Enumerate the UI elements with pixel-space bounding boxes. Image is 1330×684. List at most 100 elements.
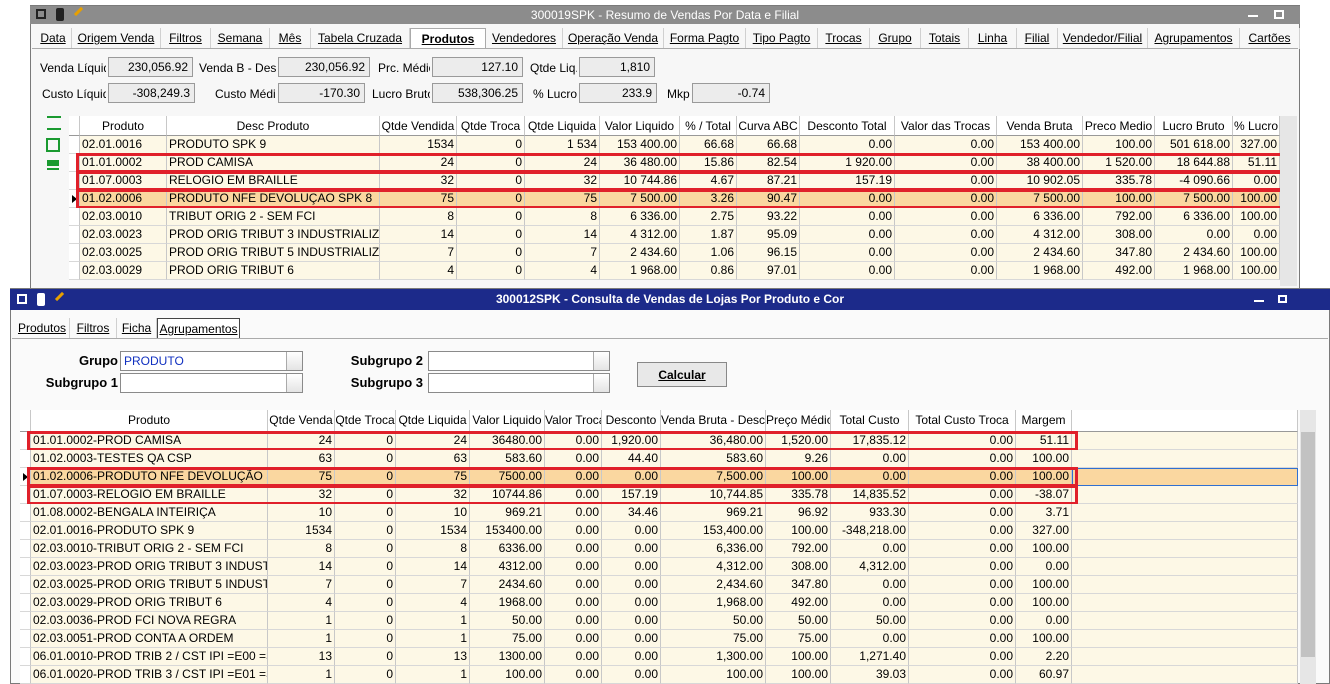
grid-cell[interactable]: 6 336.00 (600, 208, 680, 226)
menu-icon[interactable] (36, 9, 46, 19)
grid-cell[interactable]: 14 (396, 558, 470, 576)
grid-cell[interactable]: 0 (335, 612, 396, 630)
grid-cell[interactable]: PROD ORIG TRIBUT 6 (167, 262, 380, 280)
grid-cell[interactable]: 100.00 (1016, 450, 1072, 468)
grid-cell[interactable]: 969.21 (661, 504, 766, 522)
grid-cell[interactable]: 9.26 (766, 450, 831, 468)
grid-cell[interactable]: 0.00 (1233, 226, 1280, 244)
grid-cell[interactable]: 492.00 (766, 594, 831, 612)
grid-cell[interactable]: 1 (396, 630, 470, 648)
grid-cell[interactable]: 1,300.00 (661, 648, 766, 666)
grid-cell[interactable]: 0 (335, 450, 396, 468)
grid-cell[interactable]: 792.00 (1083, 208, 1155, 226)
grid-cell[interactable]: 0 (335, 630, 396, 648)
grid-cell[interactable]: 4 (396, 594, 470, 612)
grid-cell[interactable]: 01.01.0002-PROD CAMISA (31, 432, 268, 450)
grid-cell[interactable]: 308.00 (766, 558, 831, 576)
grid-cell[interactable]: 4 (525, 262, 600, 280)
grid-cell[interactable]: 969.21 (470, 504, 545, 522)
grid-cell[interactable]: 0.00 (895, 136, 997, 154)
grid-cell[interactable]: 02.03.0023 (80, 226, 167, 244)
combo-subgrupo3[interactable] (428, 373, 610, 393)
grid-cell[interactable]: 100.00 (1233, 262, 1280, 280)
grid-cell[interactable]: 66.68 (680, 136, 737, 154)
grid-cell[interactable]: 0.00 (909, 594, 1016, 612)
grid-cell[interactable]: 4 312.00 (997, 226, 1083, 244)
grid-cell[interactable]: 38 400.00 (997, 154, 1083, 172)
grid-cell[interactable]: 0 (335, 666, 396, 684)
grid-cell[interactable]: 2.20 (1016, 648, 1072, 666)
grid-cell[interactable]: 0.00 (545, 594, 602, 612)
grid-cell[interactable]: 327.00 (1016, 522, 1072, 540)
grid-cell[interactable]: 1968.00 (470, 594, 545, 612)
grid-cell[interactable]: 1 (396, 612, 470, 630)
grid-cell[interactable]: PROD ORIG TRIBUT 3 INDUSTRIALIZADO S (167, 226, 380, 244)
grid-cell[interactable]: 7 (525, 244, 600, 262)
grid-cell[interactable]: 792.00 (766, 540, 831, 558)
grid-cell[interactable]: 1 968.00 (997, 262, 1083, 280)
grid-cell[interactable]: 0.00 (831, 630, 909, 648)
minimize[interactable] (1254, 300, 1264, 302)
grid-cell[interactable]: 06.01.0020-PROD TRIB 3 / CST IPI =E01 =S… (31, 666, 268, 684)
grid-cell[interactable]: 1534 (380, 136, 457, 154)
grid-cell[interactable]: 50.00 (766, 612, 831, 630)
grid-cell[interactable]: 0.00 (800, 262, 895, 280)
grid-cell[interactable]: 0.00 (602, 666, 661, 684)
grid-cell[interactable]: 153400.00 (470, 522, 545, 540)
grid-cell[interactable]: 8 (525, 208, 600, 226)
traffic-icon[interactable] (56, 8, 64, 21)
grid-cell[interactable]: 0.00 (831, 594, 909, 612)
grid-cell[interactable]: 01.07.0003-RELOGIO EM BRAILLE (31, 486, 268, 504)
grid-cell[interactable]: PROD ORIG TRIBUT 5 INDUSTRIALIZADO S (167, 244, 380, 262)
grid-cell[interactable]: 0.00 (909, 612, 1016, 630)
grid-cell[interactable]: 75.00 (470, 630, 545, 648)
combo-grupo[interactable]: PRODUTO (120, 351, 303, 371)
grid-cell[interactable]: 1 (268, 630, 335, 648)
grid-cell[interactable]: 0 (457, 226, 525, 244)
minimize[interactable] (1248, 15, 1258, 17)
grid-cell[interactable]: 0.00 (800, 244, 895, 262)
tab[interactable]: Agrupamentos (157, 318, 240, 339)
tab[interactable]: Ficha (117, 318, 157, 339)
grid-cell[interactable]: 1 920.00 (800, 154, 895, 172)
grid-cell[interactable]: 44.40 (602, 450, 661, 468)
grid-cell[interactable]: 93.22 (737, 208, 800, 226)
grid-cell[interactable]: 39.03 (831, 666, 909, 684)
grid-cell[interactable]: 0.00 (800, 208, 895, 226)
grid-cell[interactable]: 0.00 (909, 540, 1016, 558)
grid-cell[interactable]: 02.03.0025 (80, 244, 167, 262)
grid-cell[interactable]: 347.80 (766, 576, 831, 594)
grid-cell[interactable]: 0 (335, 504, 396, 522)
grid-cell[interactable]: 1534 (396, 522, 470, 540)
tab[interactable]: Filial (1017, 28, 1058, 49)
grid-cell[interactable]: RELOGIO EM BRAILLE (167, 172, 380, 190)
tab[interactable]: Semana (211, 28, 270, 49)
grid-cell[interactable]: 4312.00 (470, 558, 545, 576)
grid-cell[interactable]: 100.00 (1016, 540, 1072, 558)
grid-cell[interactable]: 0 (335, 558, 396, 576)
grid-cell[interactable]: 0 (335, 648, 396, 666)
grid-cell[interactable]: 100.00 (1233, 190, 1280, 208)
grid-cell[interactable]: 0 (335, 540, 396, 558)
grid-cell[interactable]: -38.07 (1016, 486, 1072, 504)
grid-cell[interactable]: 01.02.0003-TESTES QA CSP (31, 450, 268, 468)
combo-arrow[interactable] (286, 352, 302, 370)
grid-cell[interactable]: 2 434.60 (1155, 244, 1233, 262)
tab[interactable]: Origem Venda (72, 28, 161, 49)
grid-cell[interactable]: 0.00 (545, 576, 602, 594)
grid-cell[interactable]: 1 968.00 (600, 262, 680, 280)
grid-cell[interactable]: 24 (525, 154, 600, 172)
grid-cell[interactable]: 0.00 (1016, 612, 1072, 630)
grid-cell[interactable]: 02.03.0051-PROD CONTA A ORDEM (31, 630, 268, 648)
tab[interactable]: Operação Venda (563, 28, 664, 49)
grid-cell[interactable]: 327.00 (1233, 136, 1280, 154)
grid-cell[interactable]: 6,336.00 (661, 540, 766, 558)
grid-cell[interactable]: 0.00 (831, 540, 909, 558)
grid-cell[interactable]: 100.00 (766, 666, 831, 684)
grid-cell[interactable]: 153 400.00 (600, 136, 680, 154)
tab[interactable]: Agrupamentos (1148, 28, 1240, 49)
tab[interactable]: Forma Pagto (664, 28, 746, 49)
grid-cell[interactable]: 10744.86 (470, 486, 545, 504)
grid-cell[interactable]: 1,968.00 (661, 594, 766, 612)
grid-cell[interactable]: 0.00 (545, 666, 602, 684)
